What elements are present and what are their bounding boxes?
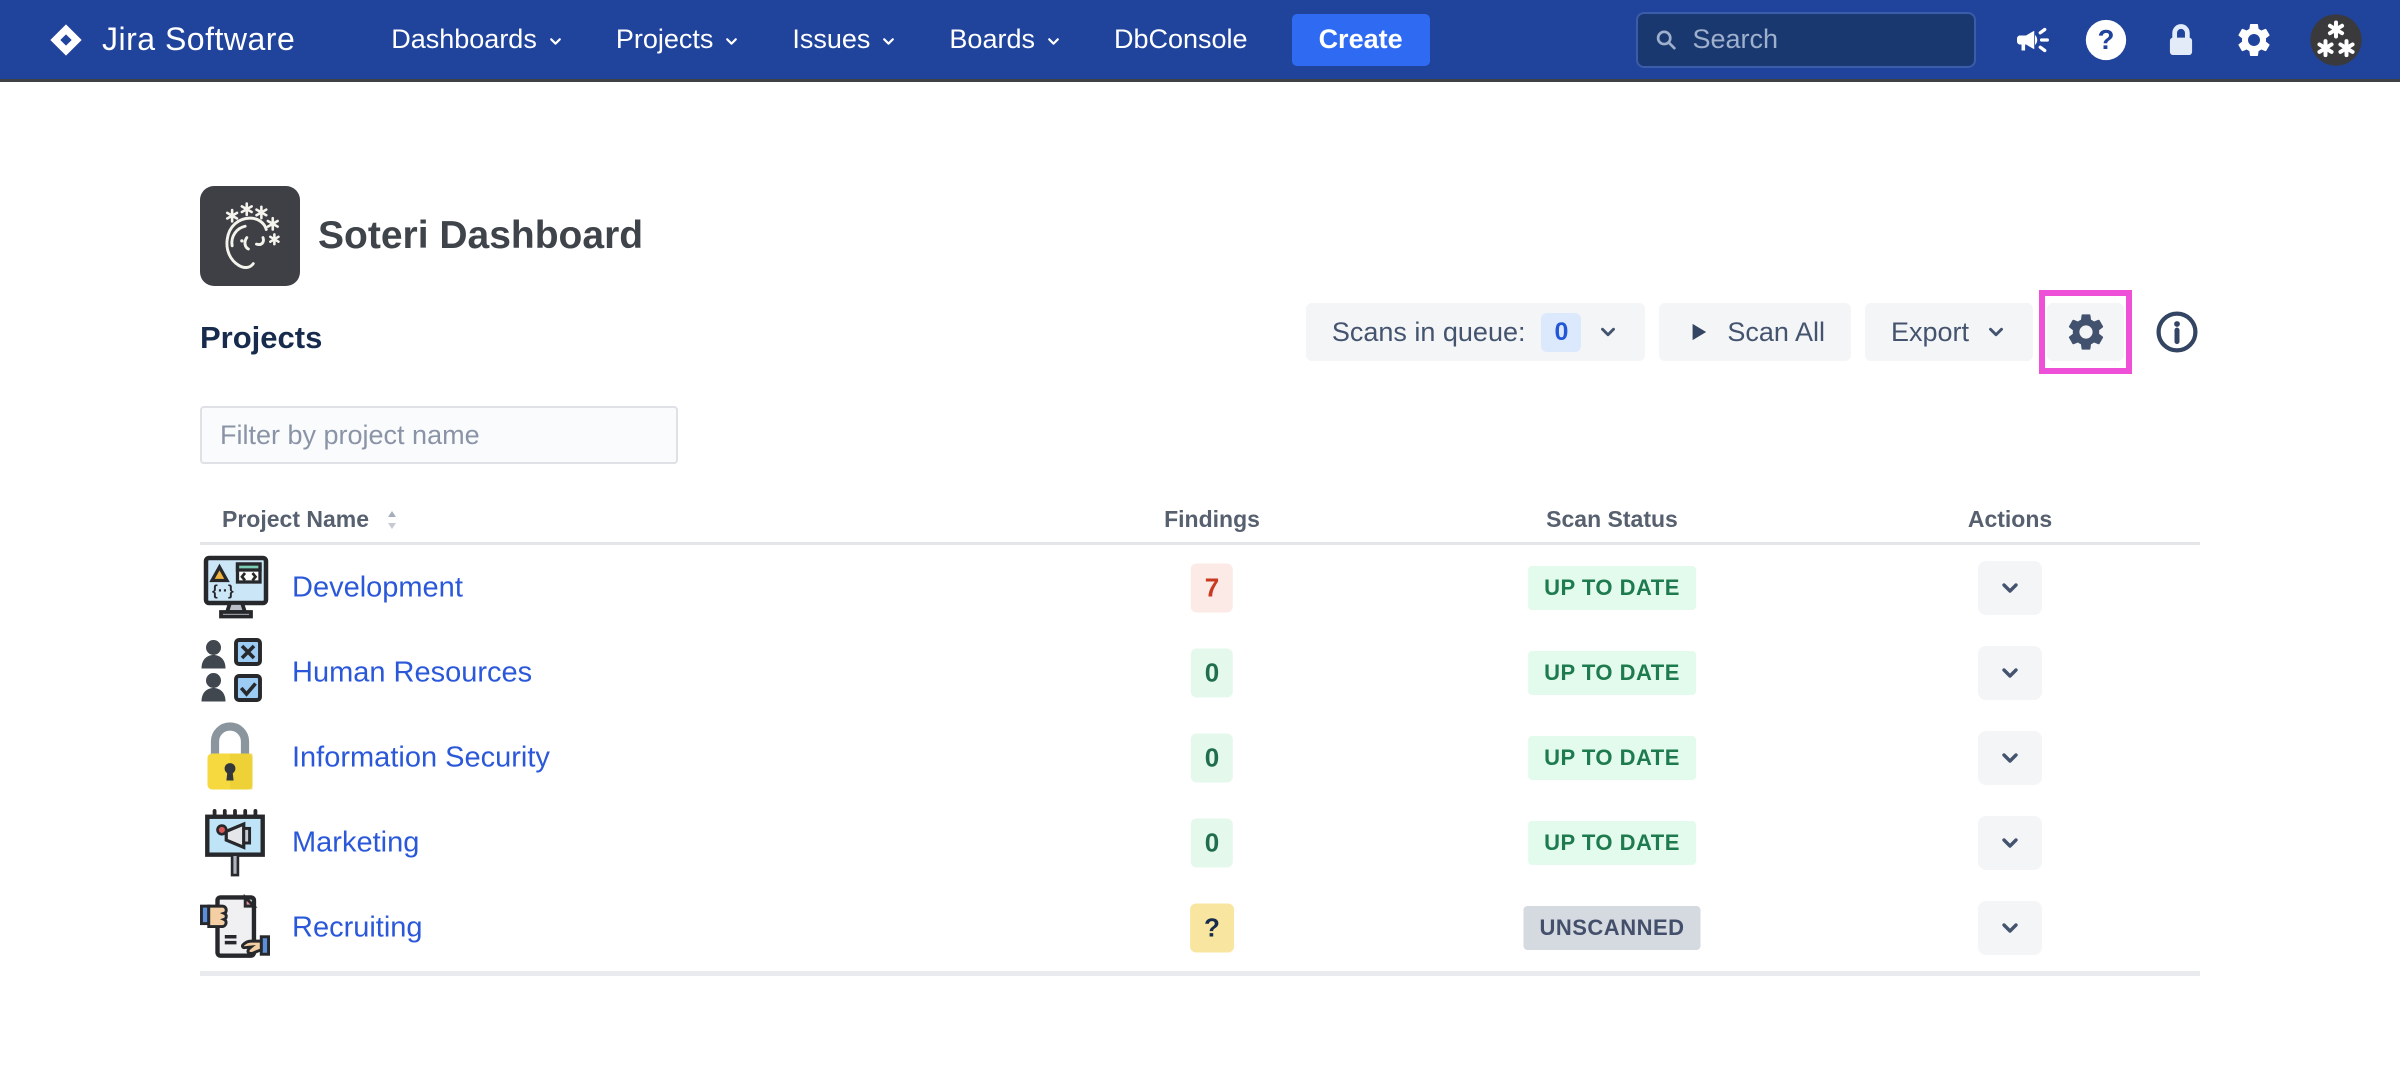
billboard-project-icon (200, 807, 270, 879)
scans-in-queue-label: Scans in queue: (1331, 316, 1526, 347)
lock-icon[interactable] (2162, 21, 2200, 59)
project-link-recruiting[interactable]: Recruiting (292, 911, 423, 943)
scan-status-badge: UNSCANNED (1523, 905, 1701, 950)
projects-table: Project Name Findings Scan Status Action… (200, 498, 2200, 976)
table-row-development: {··} Development 7 UP TO DATE (200, 545, 2200, 630)
nav-icon-group: ? (2014, 12, 2364, 68)
scan-status-badge: UP TO DATE (1528, 820, 1696, 865)
nav-menu: Dashboards Projects Issues Boards DbCons… (391, 24, 1247, 55)
chevron-down-icon (1601, 327, 1616, 337)
nav-item-dbconsole[interactable]: DbConsole (1113, 24, 1248, 54)
project-link-development[interactable]: Development (292, 571, 463, 603)
settings-button-wrap (2039, 290, 2132, 374)
chevron-down-icon (2002, 922, 2018, 933)
development-project-icon: {··} (200, 552, 272, 624)
search-input[interactable] (1692, 24, 1958, 55)
column-header-actions: Actions (1967, 506, 2053, 532)
chevron-down-icon (726, 37, 738, 45)
nav-item-boards[interactable]: Boards (949, 24, 1062, 55)
nav-search[interactable] (1636, 11, 1976, 68)
chevron-down-icon (883, 37, 895, 45)
search-icon (1656, 30, 1676, 49)
row-actions-button[interactable] (1978, 560, 2042, 615)
nav-item-issues[interactable]: Issues (792, 24, 897, 55)
soteri-app-logo (200, 186, 300, 286)
table-header: Project Name Findings Scan Status Action… (200, 498, 2200, 542)
top-nav: Jira Software Dashboards Projects Issues… (0, 0, 2400, 82)
table-header-divider (200, 542, 2200, 545)
chevron-down-icon (549, 37, 561, 45)
gear-icon (2068, 314, 2103, 350)
play-icon (1692, 323, 1707, 341)
create-button[interactable]: Create (1291, 13, 1430, 66)
projects-toolbar: Scans in queue: 0 Scan All Export (1305, 290, 2200, 374)
info-icon[interactable] (2154, 309, 2200, 355)
project-link-human-resources[interactable]: Human Resources (292, 656, 533, 688)
table-row-marketing: Marketing 0 UP TO DATE (200, 800, 2200, 885)
page-title: Soteri Dashboard (318, 214, 644, 257)
findings-badge[interactable]: 7 (1190, 563, 1234, 612)
scan-status-badge: UP TO DATE (1528, 650, 1696, 695)
findings-badge[interactable]: ? (1190, 903, 1234, 952)
chevron-down-icon (1048, 37, 1059, 45)
nav-item-dashboards[interactable]: Dashboards (391, 24, 564, 55)
chevron-down-icon (2002, 582, 2018, 593)
scan-all-button[interactable]: Scan All (1659, 303, 1851, 361)
chevron-down-icon (2002, 667, 2018, 678)
jira-brand[interactable]: Jira Software (46, 20, 295, 60)
row-actions-button[interactable] (1978, 730, 2042, 785)
user-avatar[interactable] (2308, 12, 2364, 68)
project-filter-input[interactable] (200, 406, 678, 464)
project-link-information-security[interactable]: Information Security (292, 741, 550, 773)
table-bottom-divider (200, 971, 2200, 976)
project-link-marketing[interactable]: Marketing (292, 826, 420, 858)
table-row-information-security: Information Security 0 UP TO DATE (200, 715, 2200, 800)
human-resources-project-icon (200, 637, 266, 709)
export-button[interactable]: Export (1864, 303, 2033, 361)
findings-badge[interactable]: 0 (1190, 733, 1234, 782)
brand-title: Jira Software (102, 21, 296, 57)
findings-badge[interactable]: 0 (1190, 648, 1234, 697)
gear-icon[interactable] (2234, 20, 2274, 60)
scans-in-queue-button[interactable]: Scans in queue: 0 (1305, 303, 1646, 361)
svg-text:{··}: {··} (212, 582, 234, 599)
settings-gear-button[interactable] (2047, 303, 2124, 361)
column-header-project-name[interactable]: Project Name (222, 506, 399, 533)
resume-project-icon (200, 892, 270, 964)
chevron-down-icon (1989, 327, 2003, 337)
announcement-icon[interactable] (2014, 22, 2050, 58)
jira-logo-icon (46, 20, 86, 60)
row-actions-button[interactable] (1978, 900, 2042, 955)
help-icon[interactable]: ? (2084, 18, 2128, 62)
queue-count-badge: 0 (1541, 312, 1582, 352)
chevron-down-icon (2002, 752, 2018, 763)
table-row-human-resources: Human Resources 0 UP TO DATE (200, 630, 2200, 715)
table-row-recruiting: Recruiting ? UNSCANNED (200, 885, 2200, 970)
row-actions-button[interactable] (1978, 815, 2042, 870)
sort-icon[interactable] (385, 509, 399, 531)
nav-item-projects[interactable]: Projects (616, 24, 741, 55)
scan-status-badge: UP TO DATE (1528, 565, 1696, 610)
column-header-scan-status: Scan Status (1546, 506, 1678, 532)
row-actions-button[interactable] (1978, 645, 2042, 700)
scan-status-badge: UP TO DATE (1528, 735, 1696, 780)
projects-heading: Projects (200, 320, 323, 355)
column-header-findings: Findings (1164, 506, 1260, 532)
findings-badge[interactable]: 0 (1190, 818, 1234, 867)
svg-text:?: ? (2098, 24, 2115, 55)
padlock-project-icon (200, 721, 260, 794)
chevron-down-icon (2002, 837, 2018, 848)
